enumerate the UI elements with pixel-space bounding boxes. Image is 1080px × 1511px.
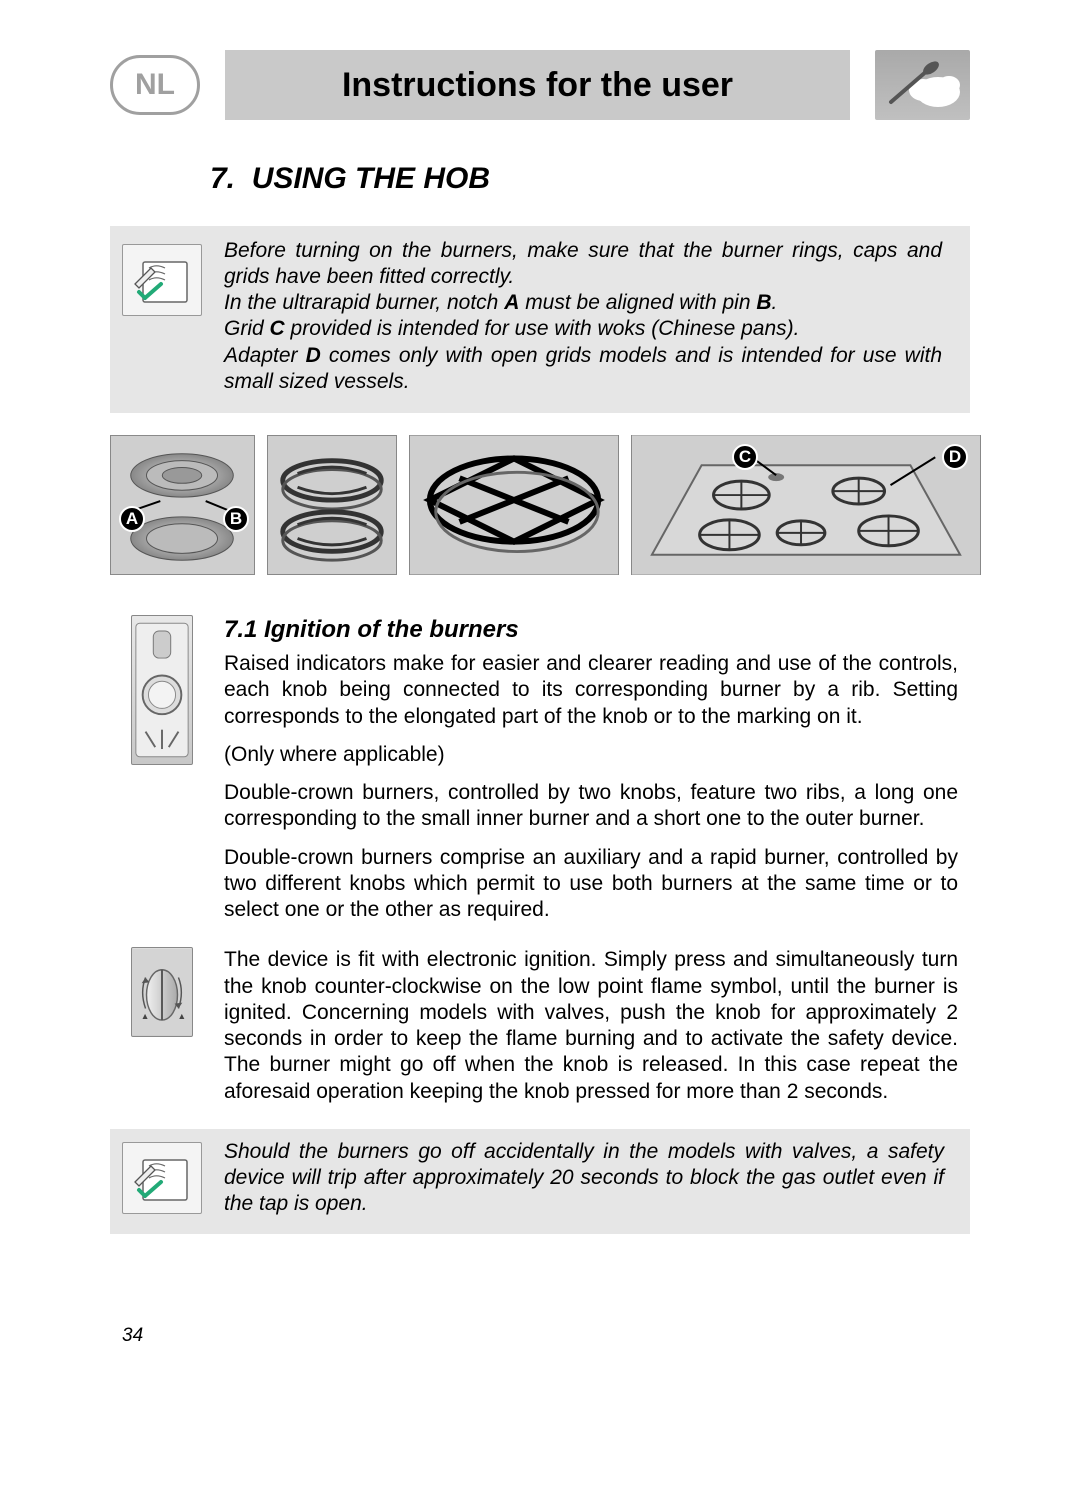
section-heading: USING THE HOB — [252, 162, 490, 195]
section-title: 7. USING THE HOB — [210, 160, 970, 198]
note-line: Before turning on the burners, make sure… — [224, 239, 942, 288]
note-line: Adapter D comes only with open grids mod… — [224, 344, 942, 393]
para: Double-crown burners comprise an auxilia… — [224, 845, 958, 924]
intro-note-text: Before turning on the burners, make sure… — [224, 238, 952, 396]
note-line: In the ultrarapid burner, notch A must b… — [224, 291, 777, 314]
subsection-body: 7.1 Ignition of the burners Raised indic… — [224, 615, 970, 923]
ignition-body: The device is fit with electronic igniti… — [224, 947, 970, 1105]
language-badge: NL — [110, 55, 200, 115]
diagram-label-b: B — [223, 506, 249, 532]
safety-note-block: Should the burners go off accidentally i… — [110, 1129, 970, 1234]
svg-text:▲: ▲ — [177, 1011, 186, 1021]
para: (Only where applicable) — [224, 742, 958, 768]
para: Raised indicators make for easier and cl… — [224, 651, 958, 730]
notepad-icon — [122, 1139, 202, 1218]
hob-top-diagram: C D — [631, 435, 981, 575]
pan-support-diagram — [267, 435, 397, 575]
knob-turn-icon: ▲ ▲ — [122, 947, 202, 1105]
intro-note-block: Before turning on the burners, make sure… — [110, 226, 970, 414]
page-title: Instructions for the user — [342, 64, 733, 107]
diagram-image-strip: A B — [110, 435, 970, 575]
subsection-title: 7.1 Ignition of the burners — [224, 615, 958, 645]
notepad-icon — [122, 244, 202, 316]
safety-note-body: Should the burners go off accidentally i… — [224, 1139, 956, 1218]
header-decorative-icon — [875, 50, 970, 120]
subsection-number: 7.1 — [224, 616, 257, 643]
section-number: 7. — [210, 162, 235, 195]
spoon-cloud-icon — [883, 60, 963, 110]
para: The device is fit with electronic igniti… — [224, 947, 958, 1105]
page-header: NL Instructions for the user — [110, 50, 970, 120]
note-line: Grid C provided is intended for use with… — [224, 317, 799, 340]
wok-grid-diagram — [409, 435, 619, 575]
knob-panel-icon — [122, 615, 202, 923]
ignition-subsection: 7.1 Ignition of the burners Raised indic… — [110, 615, 970, 923]
diagram-label-c: C — [732, 444, 758, 470]
burner-diagram: A B — [110, 435, 255, 575]
page-content: 7. USING THE HOB Before turning on the b… — [110, 160, 970, 1234]
electronic-ignition-block: ▲ ▲ The device is fit with electronic ig… — [110, 947, 970, 1105]
page-number: 34 — [110, 1324, 970, 1348]
language-code: NL — [135, 66, 175, 104]
page-title-bar: Instructions for the user — [225, 50, 850, 120]
para: Double-crown burners, controlled by two … — [224, 780, 958, 833]
svg-text:▲: ▲ — [141, 1011, 150, 1021]
para: Should the burners go off accidentally i… — [224, 1139, 944, 1218]
diagram-label-d: D — [942, 444, 968, 470]
diagram-label-a: A — [119, 506, 145, 532]
subsection-heading: Ignition of the burners — [264, 616, 519, 643]
